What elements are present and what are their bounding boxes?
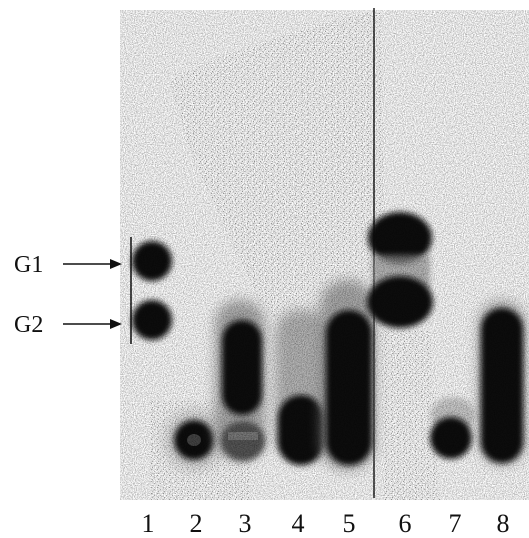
gel-grain (120, 10, 529, 500)
lane-numbers: 1 2 3 4 5 6 7 8 (142, 509, 510, 538)
lane-number-6: 6 (399, 509, 412, 538)
lane-number-4: 4 (292, 509, 305, 538)
lane-number-7: 7 (449, 509, 462, 538)
lane-number-5: 5 (343, 509, 356, 538)
lane-number-1: 1 (142, 509, 155, 538)
lane-number-2: 2 (190, 509, 203, 538)
lane-number-3: 3 (239, 509, 252, 538)
marker-g1: G1 (14, 252, 122, 278)
marker-g1-label: G1 (14, 252, 43, 278)
marker-g2: G2 (14, 312, 122, 338)
lane-number-8: 8 (497, 509, 510, 538)
marker-g2-label: G2 (14, 312, 43, 338)
